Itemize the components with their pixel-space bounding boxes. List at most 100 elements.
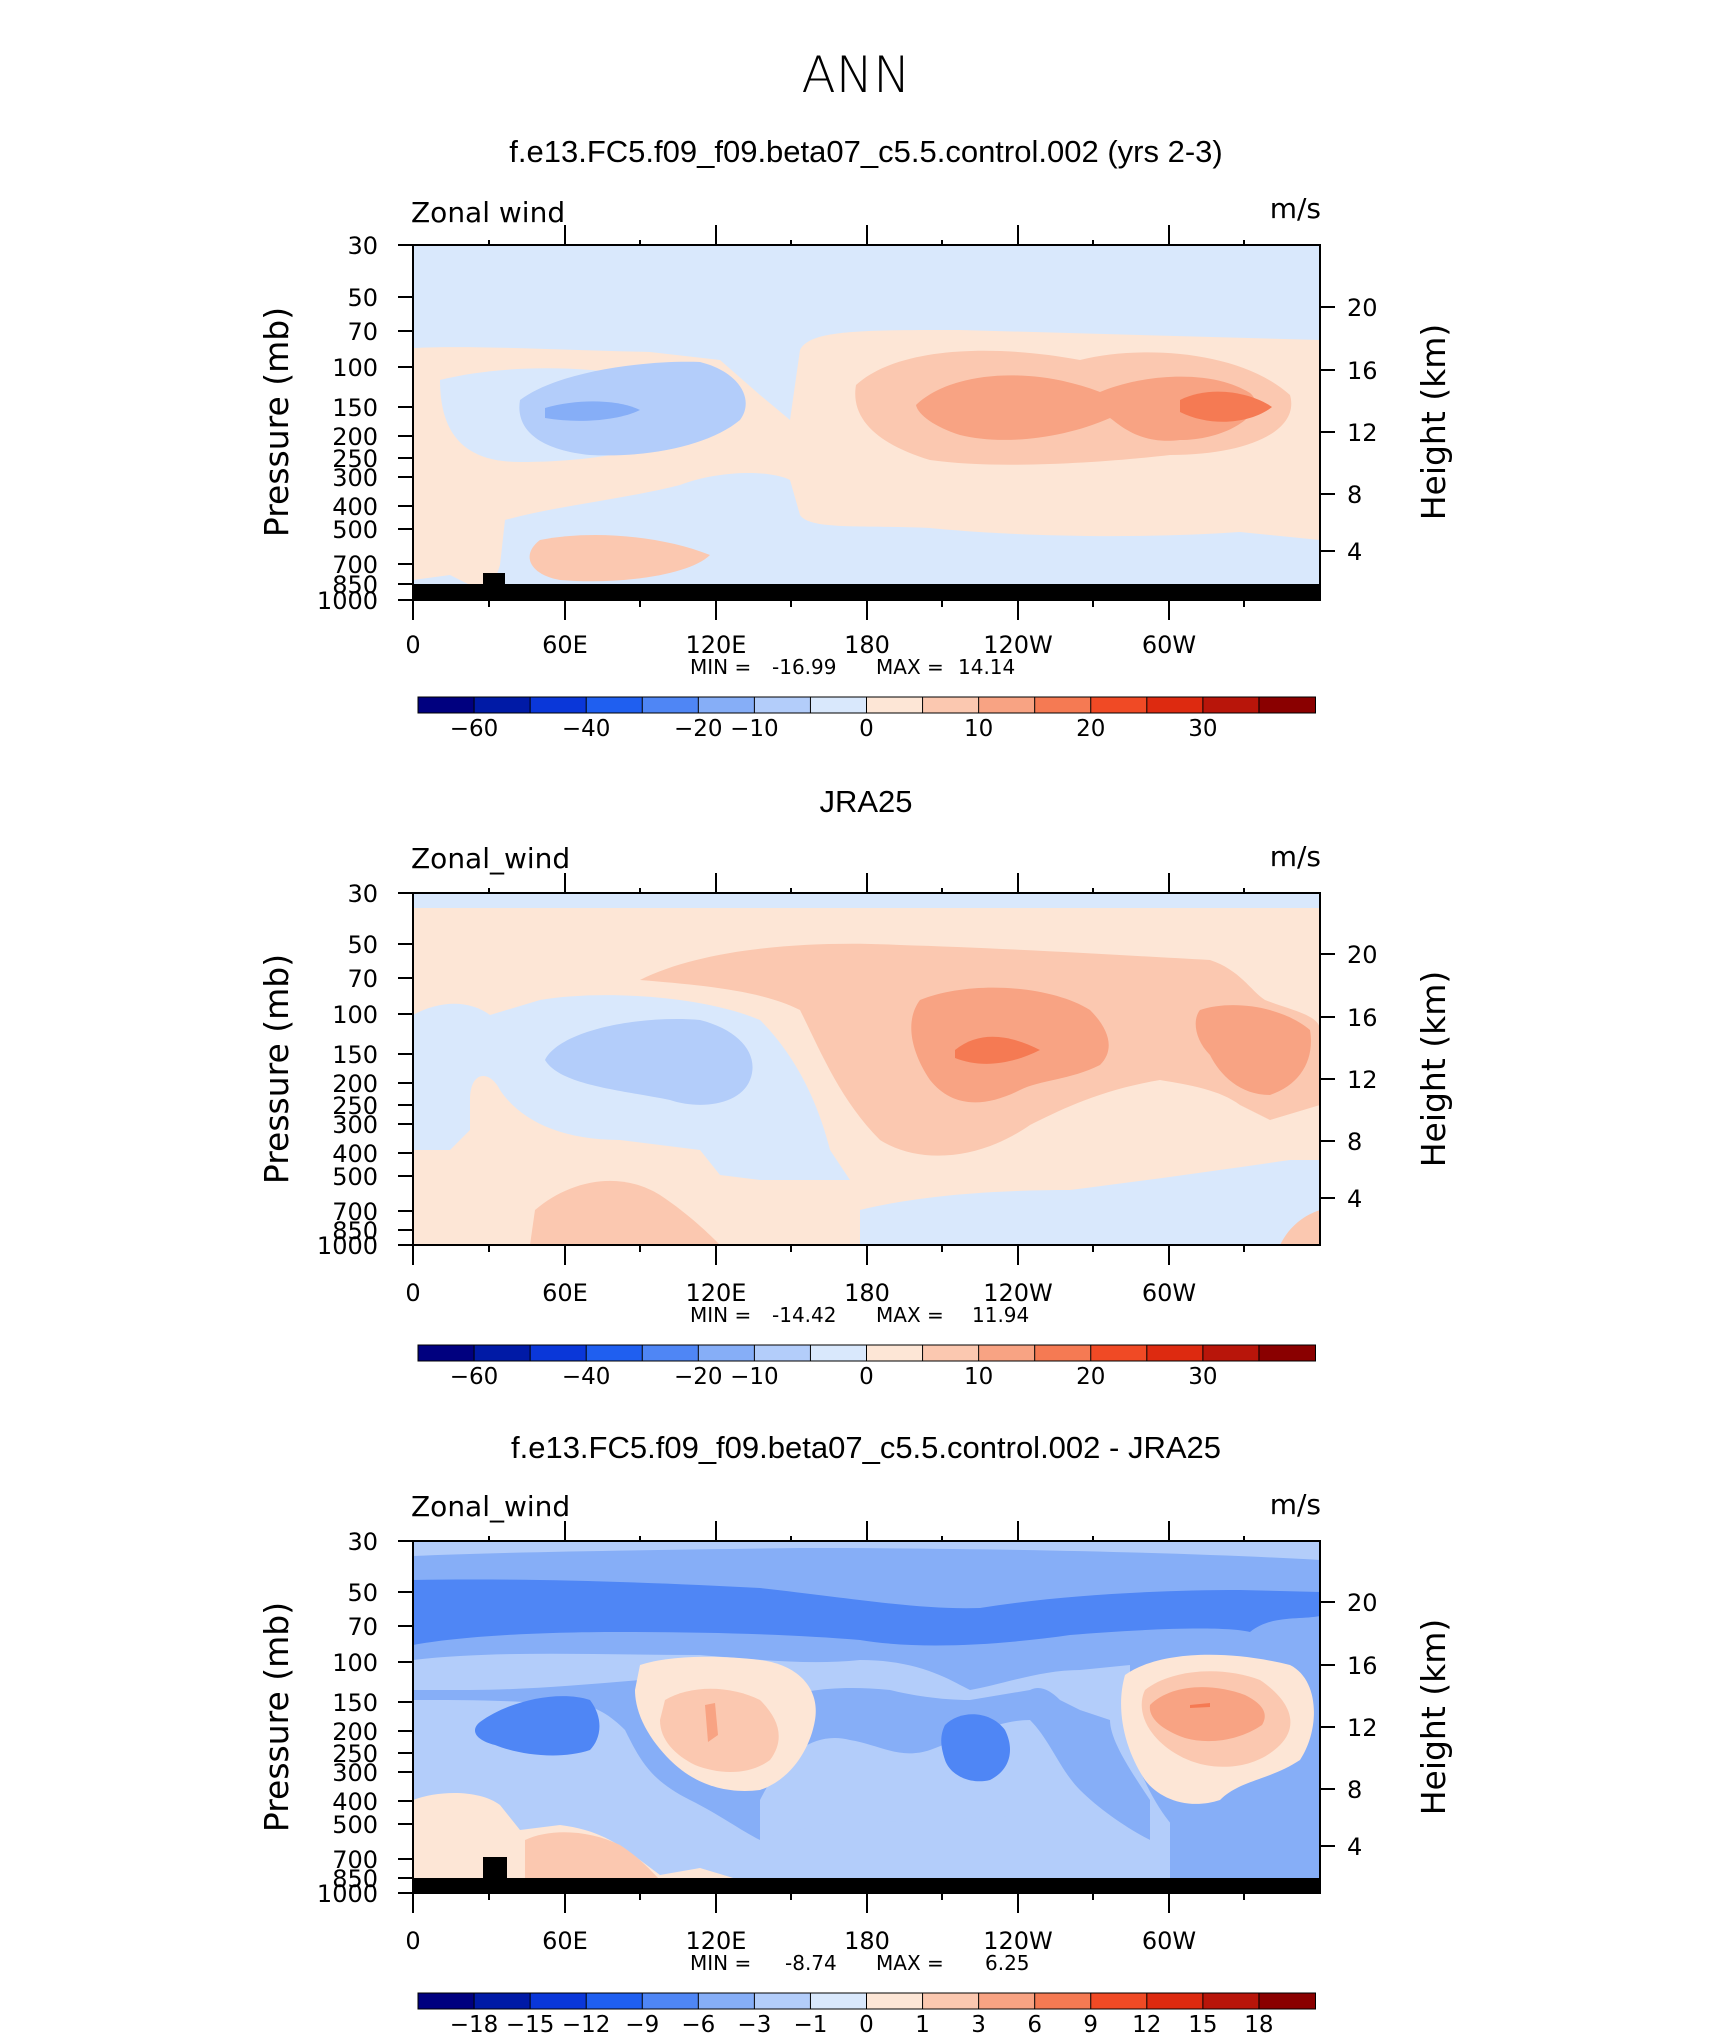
y-tick-labels: 30 50 70 100 150 200 250 300 400 500 700… [317,232,378,615]
colorbar-swatch [1258,1344,1316,1362]
colorbar-swatch [1146,696,1204,714]
y-axis-right-label: Height (km) [1414,1619,1453,1816]
y-right-tick-label: 12 [1347,419,1378,447]
y-tick-label: 70 [347,965,378,993]
y-tick-label: 150 [332,1689,378,1717]
y-right-tick-label: 4 [1347,1185,1362,1213]
y-tick-label: 250 [332,445,378,473]
region-warm-strong-east [1149,1687,1265,1742]
y-tick-labels: 30 50 70 100 150 200 250 300 400 500 700… [317,1528,378,1908]
y-tick-label: 200 [332,1718,378,1746]
x-tick-labels: 0 60E 120E 180 120W 60W [405,1927,1196,1955]
x-tick-label: 60E [542,1279,588,1307]
colorbar-swatch [1202,696,1260,714]
y-tick-label: 30 [347,232,378,260]
colorbar-swatch [417,696,476,714]
min-value: -14.42 [772,1303,836,1327]
y-tick-label: 1000 [317,587,378,615]
colorbar-tick-label: −40 [562,716,611,742]
colorbar-tick-label: −12 [562,2012,611,2038]
min-max-readout: MIN = -8.74 MAX = 6.25 [690,1951,1030,1975]
panel-title: f.e13.FC5.f09_f09.beta07_c5.5.control.00… [509,134,1222,169]
y-tick-label: 50 [347,1579,378,1607]
y-tick-label: 400 [332,493,378,521]
region-top-cool-light [413,1541,1320,1560]
figure-title: ANN [801,46,910,104]
min-value: -8.74 [785,1951,837,1975]
colorbar-tick-label: −15 [506,2012,555,2038]
colorbar-swatch [922,696,980,714]
right-ticks [1320,306,1335,552]
y-tick-label: 300 [332,1759,378,1787]
field-label: Zonal_wind [411,1490,570,1523]
region-warm-core-west [705,1703,718,1742]
orography-peak [483,1857,507,1881]
x-tick-label: 180 [844,631,890,659]
colorbar-swatch [1034,696,1092,714]
region-warm-core [955,1036,1040,1064]
colorbar-swatch [529,696,588,714]
y-right-tick-label: 12 [1347,1066,1378,1094]
x-tick-label: 60W [1142,631,1196,659]
colorbar-swatch [697,1344,756,1362]
colorbar-swatch [1202,1344,1260,1362]
y-tick-label: 30 [347,880,378,908]
region-mid-dark [475,1696,600,1756]
y-tick-label: 850 [332,1217,378,1245]
colorbar-tick-label: −3 [737,2012,771,2038]
y-tick-label: 200 [332,423,378,451]
contour-field [413,1541,1320,1893]
y-right-tick-label: 8 [1347,1776,1362,1804]
x-tick-label: 120W [983,631,1053,659]
min-max-readout: MIN = -16.99 MAX = 14.14 [690,655,1015,679]
colorbar-swatch [641,696,700,714]
bottom-ticks [412,600,1245,620]
y-tick-label: 1000 [317,1232,378,1260]
y-right-tick-label: 20 [1347,941,1378,969]
units-label: m/s [1270,840,1321,873]
orography-peak [483,573,505,587]
colorbar-tick-label: 20 [1076,1364,1105,1390]
colorbar-swatch [697,1992,756,2010]
y-tick-label: 150 [332,394,378,422]
y-tick-label: 200 [332,1070,378,1098]
panel-1: f.e13.FC5.f09_f09.beta07_c5.5.control.00… [257,134,1453,742]
colorbar-tick-label: 6 [1027,2012,1042,2038]
colorbar-tick-label: −60 [450,716,499,742]
region-lower-mid-light [760,1816,1150,1880]
region-cool-medium [545,1019,753,1105]
y-tick-label: 500 [332,1811,378,1839]
colorbar-tick-label: 15 [1188,2012,1217,2038]
right-ticks [1320,953,1335,1199]
colorbar-swatch [585,696,644,714]
colorbar-swatch [978,696,1036,714]
region-upper-jet [413,1579,1320,1646]
colorbar-tick-label: 10 [964,716,993,742]
colorbar-tick-label: 9 [1083,2012,1098,2038]
x-tick-label: 120E [686,1927,747,1955]
colorbar-tick-label: −20 [674,716,723,742]
region-top-cool [413,893,1320,908]
colorbar-swatch [473,1992,532,2010]
region-mid-dark-east [941,1714,1010,1782]
top-ticks [488,873,1245,893]
colorbar-tick-label: 0 [859,716,874,742]
colorbar: −60 −40 −20 −10 0 10 20 30 [417,696,1316,742]
colorbar-tick-label: 10 [964,1364,993,1390]
y-tick-label: 850 [332,1865,378,1893]
x-tick-label: 120E [686,1279,747,1307]
y-tick-label: 100 [332,1649,378,1677]
colorbar-swatch [1146,1344,1204,1362]
y-tick-label: 150 [332,1041,378,1069]
x-tick-label: 60W [1142,1279,1196,1307]
colorbar-swatch [529,1344,588,1362]
colorbar-swatch [978,1344,1036,1362]
y-tick-label: 250 [332,1740,378,1768]
colorbar-swatch [809,1992,868,2010]
y-axis-right-label: Height (km) [1414,324,1453,521]
colorbar-tick-label: −20 [674,1364,723,1390]
colorbar-swatch [753,1992,812,2010]
panel-2: JRA25 Zonal_wind m/s [257,784,1453,1390]
x-tick-label: 0 [405,1279,420,1307]
region-warm-medium-lower [530,1180,720,1245]
